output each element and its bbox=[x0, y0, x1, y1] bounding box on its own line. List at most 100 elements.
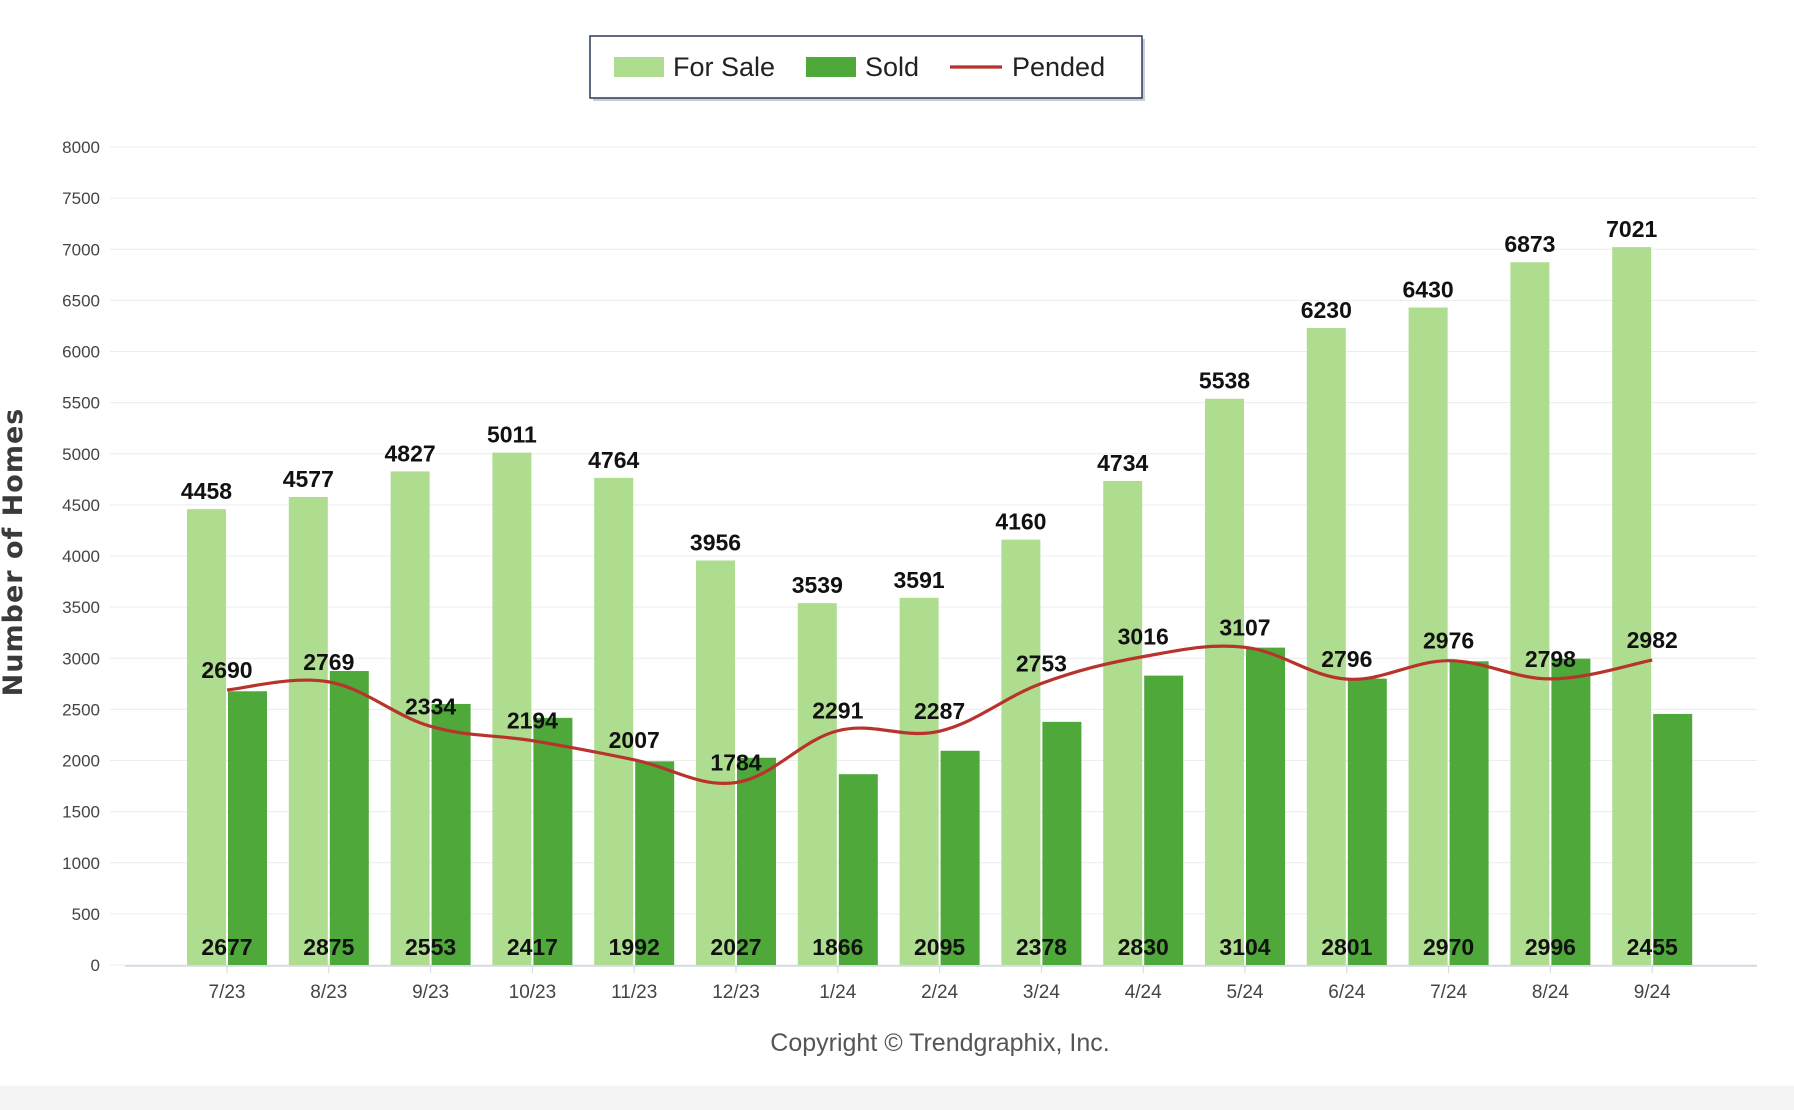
pended-value-label: 1784 bbox=[710, 750, 761, 776]
for-sale-value-label: 7021 bbox=[1606, 216, 1657, 242]
pended-value-label: 2194 bbox=[507, 708, 558, 734]
for-sale-value-label: 5538 bbox=[1199, 368, 1250, 394]
for-sale-value-label: 5011 bbox=[487, 422, 537, 448]
bars-layer bbox=[187, 247, 1693, 966]
y-tick-label: 6500 bbox=[62, 291, 100, 310]
x-tick-label: 5/24 bbox=[1227, 982, 1264, 1003]
pended-value-label: 2982 bbox=[1627, 627, 1678, 653]
y-tick-label: 6000 bbox=[62, 343, 100, 362]
sold-value-label: 2455 bbox=[1627, 934, 1678, 960]
copyright-text: Copyright © Trendgraphix, Inc. bbox=[770, 1029, 1109, 1057]
y-tick-label: 4500 bbox=[62, 496, 100, 515]
for-sale-value-label: 4734 bbox=[1097, 450, 1148, 476]
x-tick-label: 10/23 bbox=[509, 982, 557, 1003]
bar-for-sale bbox=[1001, 539, 1041, 965]
bar-sold bbox=[838, 774, 878, 965]
bar-sold bbox=[635, 761, 675, 965]
bar-sold bbox=[533, 717, 573, 965]
sold-value-label: 2970 bbox=[1423, 934, 1474, 960]
legend: For Sale Sold Pended bbox=[589, 35, 1145, 101]
y-tick-label: 3500 bbox=[62, 598, 100, 617]
x-tick-label: 6/24 bbox=[1328, 982, 1365, 1003]
bar-sold bbox=[1551, 658, 1591, 965]
x-tick-label: 7/23 bbox=[209, 982, 246, 1003]
x-tick-label: 12/23 bbox=[712, 982, 760, 1003]
sold-value-label: 2996 bbox=[1525, 934, 1576, 960]
pended-value-label: 2690 bbox=[201, 657, 252, 683]
bar-sold bbox=[1653, 713, 1693, 965]
bar-sold bbox=[737, 757, 776, 965]
y-tick-label: 0 bbox=[91, 956, 100, 975]
bar-for-sale bbox=[696, 560, 735, 965]
sold-value-label: 2801 bbox=[1321, 934, 1372, 960]
x-tick-label: 3/24 bbox=[1023, 982, 1060, 1003]
pended-value-label: 2798 bbox=[1525, 646, 1576, 672]
y-tick-label: 500 bbox=[72, 905, 100, 924]
y-tick-label: 7500 bbox=[62, 189, 100, 208]
legend-box bbox=[589, 35, 1143, 99]
y-tick-label: 7000 bbox=[62, 240, 100, 259]
x-tick-label: 1/24 bbox=[819, 982, 856, 1003]
legend-swatch bbox=[806, 57, 856, 77]
bar-for-sale bbox=[187, 509, 226, 965]
for-sale-value-label: 4764 bbox=[588, 447, 639, 473]
pended-value-label: 2287 bbox=[914, 698, 965, 724]
for-sale-value-label: 3956 bbox=[690, 529, 741, 555]
pended-value-label: 2334 bbox=[405, 693, 456, 719]
for-sale-value-label: 6230 bbox=[1301, 297, 1352, 323]
sold-value-label: 3104 bbox=[1219, 934, 1270, 960]
y-tick-label: 2500 bbox=[62, 700, 100, 719]
pended-value-label: 3107 bbox=[1219, 614, 1270, 640]
bar-sold bbox=[1144, 675, 1184, 965]
y-tick-label: 1500 bbox=[62, 803, 100, 822]
for-sale-value-label: 4160 bbox=[995, 509, 1046, 535]
y-tick-label: 5500 bbox=[62, 394, 100, 413]
for-sale-value-label: 4458 bbox=[181, 478, 232, 504]
pended-value-label: 2007 bbox=[609, 727, 660, 753]
x-tick-label: 2/24 bbox=[921, 982, 958, 1003]
x-tick-label: 11/23 bbox=[611, 982, 657, 1003]
legend-swatch bbox=[614, 57, 664, 77]
labels-layer: 4458 2677 2690 4577 2875 2769 4827 2553 2334 5011… bbox=[181, 216, 1678, 960]
x-tick-label: 8/23 bbox=[310, 982, 347, 1003]
bar-sold bbox=[940, 750, 980, 965]
legend-label: Pended bbox=[1012, 52, 1105, 82]
bar-for-sale bbox=[288, 497, 328, 965]
y-tick-label: 2000 bbox=[62, 752, 100, 771]
sold-value-label: 2027 bbox=[710, 934, 761, 960]
axis-layer: 0 500 1000 1500 2000 2500 3000 3500 4000 4500 5000… bbox=[62, 138, 1757, 1003]
y-tick-label: 4000 bbox=[62, 547, 100, 566]
bar-for-sale bbox=[797, 603, 837, 965]
pended-value-label: 2753 bbox=[1016, 651, 1067, 677]
bar-sold bbox=[1347, 678, 1387, 965]
x-tick-label: 8/24 bbox=[1532, 982, 1569, 1003]
bar-sold bbox=[431, 703, 471, 965]
pended-value-label: 2796 bbox=[1321, 646, 1372, 672]
bar-for-sale bbox=[1510, 262, 1550, 966]
legend-label: For Sale bbox=[673, 52, 775, 82]
sold-value-label: 2417 bbox=[507, 934, 558, 960]
sold-value-label: 1992 bbox=[609, 934, 660, 960]
sold-value-label: 2378 bbox=[1016, 934, 1067, 960]
bar-for-sale bbox=[1103, 480, 1143, 965]
bar-for-sale bbox=[1612, 247, 1652, 965]
y-axis-title: Number of Homes bbox=[0, 408, 29, 697]
bar-sold bbox=[1042, 721, 1082, 965]
pended-value-label: 2291 bbox=[812, 698, 863, 724]
bar-sold bbox=[329, 671, 369, 965]
x-tick-label: 9/24 bbox=[1634, 982, 1671, 1003]
pended-value-label: 2769 bbox=[303, 649, 354, 675]
x-tick-label: 7/24 bbox=[1430, 982, 1467, 1003]
sold-value-label: 2553 bbox=[405, 934, 456, 960]
y-tick-label: 8000 bbox=[62, 138, 100, 157]
for-sale-value-label: 4827 bbox=[385, 440, 436, 466]
y-tick-label: 5000 bbox=[62, 445, 100, 464]
pended-value-label: 3016 bbox=[1118, 624, 1169, 650]
sold-value-label: 2830 bbox=[1118, 934, 1169, 960]
for-sale-value-label: 6430 bbox=[1403, 277, 1454, 303]
pended-line bbox=[226, 644, 1653, 786]
pended-value-label: 2976 bbox=[1423, 628, 1474, 654]
line-layer bbox=[226, 644, 1653, 786]
